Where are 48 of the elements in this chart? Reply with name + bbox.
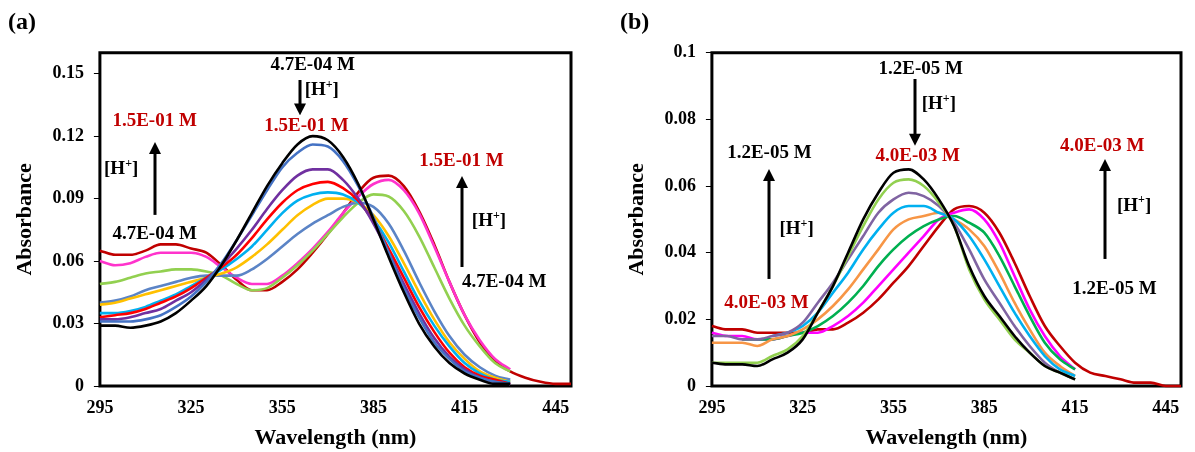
- y-tick-label: 0.02: [664, 308, 696, 329]
- y-axis-title: Absorbance: [622, 162, 648, 276]
- y-tick-label: 0.03: [52, 312, 84, 333]
- y-axis-title: Absorbance: [10, 162, 36, 276]
- annotation: [H+]: [104, 155, 139, 179]
- annotation: 4.7E-04 M: [112, 221, 197, 243]
- y-tick-label: 0.08: [664, 108, 696, 129]
- chart-title: (a): [8, 7, 36, 34]
- x-tick-label: 355: [268, 397, 296, 418]
- x-tick-label: 325: [789, 397, 817, 418]
- y-tick-label: 0.1: [673, 41, 696, 62]
- x-tick-label: 295: [86, 397, 114, 418]
- x-tick-label: 445: [542, 397, 570, 418]
- y-tick-label: 0.04: [664, 241, 696, 262]
- annotation: 1.2E-05 M: [1072, 277, 1157, 299]
- annotation: 4.0E-03 M: [1060, 134, 1145, 155]
- y-tick-label: 0: [74, 374, 84, 395]
- y-tick-label: 0.06: [52, 249, 84, 270]
- y-tick-label: 0.15: [52, 62, 84, 83]
- y-tick-label: 0.09: [52, 187, 84, 208]
- x-tick-label: 415: [451, 397, 479, 418]
- annotation: 1.2E-05 M: [878, 57, 964, 79]
- y-tick-label: 0.06: [664, 174, 696, 195]
- chart-title: (b): [620, 7, 650, 34]
- annotation: 1.5E-01 M: [264, 113, 349, 135]
- annotation: 1.2E-05 M: [727, 140, 812, 162]
- x-axis-title: Wavelength (nm): [865, 424, 1028, 450]
- annotation: 4.7E-04 M: [270, 53, 355, 75]
- x-tick-label: 385: [359, 397, 387, 418]
- x-tick-label: 295: [698, 397, 726, 418]
- y-tick-label: 0: [686, 374, 696, 395]
- x-tick-label: 445: [1152, 397, 1180, 418]
- annotation: [H+]: [1116, 192, 1152, 215]
- annotation: 4.0E-03 M: [724, 290, 809, 312]
- x-tick-label: 385: [970, 397, 998, 418]
- x-tick-label: 325: [177, 397, 205, 418]
- annotation: [H+]: [304, 76, 339, 100]
- y-tick-label: 0.12: [52, 124, 84, 145]
- x-axis-title: Wavelength (nm): [254, 424, 417, 450]
- x-tick-label: 415: [1061, 397, 1089, 418]
- annotation: [H+]: [471, 207, 507, 231]
- annotation: 1.5E-01 M: [112, 109, 197, 131]
- x-tick-label: 355: [879, 397, 907, 418]
- annotation: 4.7E-04 M: [461, 269, 547, 291]
- annotation: [H+]: [779, 215, 814, 239]
- annotation: 4.0E-03 M: [875, 144, 960, 165]
- annotation: 1.5E-01 M: [419, 149, 504, 170]
- annotation: [H+]: [921, 90, 957, 114]
